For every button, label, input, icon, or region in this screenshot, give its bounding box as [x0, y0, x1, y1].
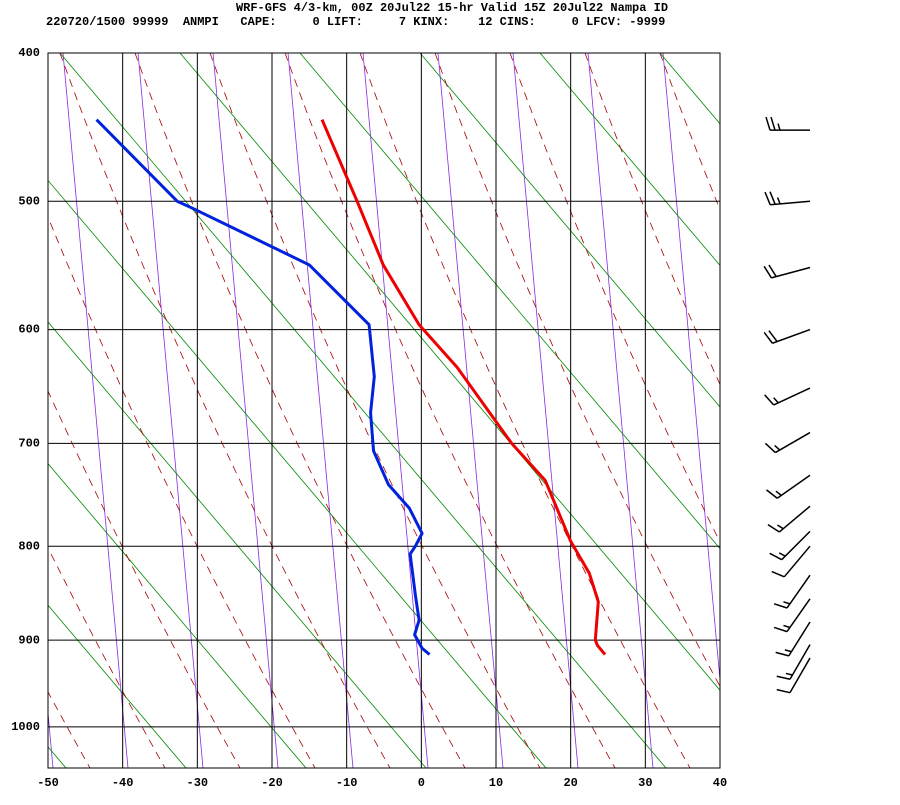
moist-adiabat [48, 547, 166, 768]
wind-barb [767, 505, 811, 533]
isotherm-line [662, 53, 720, 685]
moist-adiabat [509, 53, 720, 543]
x-tick-label: 20 [563, 776, 577, 790]
x-tick-label: -50 [37, 776, 59, 790]
moist-adiabat [659, 53, 720, 211]
moist-adiabat [284, 53, 616, 768]
isotherm-line [137, 53, 204, 768]
moist-adiabat [209, 53, 541, 768]
moist-adiabat [48, 691, 91, 768]
wind-barb [769, 530, 811, 561]
wind-barb [765, 116, 810, 131]
chart-subtitle: 220720/1500 99999 ANMPI CAPE: 0 LIFT: 7 … [46, 15, 665, 29]
wind-barb [766, 474, 811, 499]
dry-adiabat [59, 53, 667, 768]
y-tick-label: 800 [18, 539, 40, 553]
isotherm-line [287, 53, 354, 768]
dry-adiabat [419, 53, 720, 408]
x-tick-label: -40 [112, 776, 134, 790]
y-tick-label: 500 [18, 194, 40, 208]
dry-adiabat [48, 321, 427, 768]
dry-adiabat [299, 53, 720, 550]
y-tick-label: 400 [18, 46, 40, 60]
y-tick-label: 700 [18, 437, 40, 451]
isotherm-line [587, 53, 654, 768]
dry-adiabat [48, 604, 187, 768]
isotherm-line [512, 53, 579, 768]
isotherm-line [362, 53, 429, 768]
x-tick-label: -20 [261, 776, 283, 790]
sounding-line [95, 118, 431, 656]
moist-adiabat [48, 390, 241, 768]
wind-barb [764, 387, 811, 406]
x-tick-label: 40 [713, 776, 727, 790]
moist-adiabat [584, 53, 720, 386]
x-tick-label: -10 [336, 776, 358, 790]
isotherm-line [437, 53, 504, 768]
dry-adiabat [539, 53, 720, 267]
moist-adiabat [134, 53, 466, 768]
y-tick-label: 600 [18, 323, 40, 337]
isotherm-line [48, 708, 54, 768]
wind-barb [764, 191, 811, 206]
moist-adiabat [48, 215, 316, 768]
wind-barb [773, 574, 811, 609]
wind-barb [773, 598, 811, 633]
sounding-line [320, 119, 607, 656]
dry-adiabat [48, 463, 307, 768]
x-tick-label: 0 [418, 776, 425, 790]
x-tick-label: 10 [489, 776, 503, 790]
wind-barb [763, 328, 811, 344]
isotherm-line [212, 53, 279, 768]
wind-barb [763, 264, 811, 279]
y-tick-label: 1000 [11, 720, 40, 734]
isotherm-line [738, 53, 803, 768]
moist-adiabat [0, 53, 15, 768]
moist-adiabat [434, 53, 720, 688]
wind-barb [775, 621, 811, 657]
isotherm-line [813, 53, 878, 768]
plot-frame [47, 52, 721, 769]
dry-adiabat [780, 53, 900, 768]
wind-barb [771, 545, 811, 578]
x-tick-label: 30 [638, 776, 652, 790]
dry-adiabat [48, 746, 67, 768]
wind-barb [776, 644, 811, 681]
dry-adiabat [48, 179, 547, 768]
isotherm-line [62, 53, 129, 768]
x-tick-label: -30 [187, 776, 209, 790]
y-tick-label: 900 [18, 633, 40, 647]
wind-barb [776, 657, 811, 694]
dry-adiabat [659, 53, 720, 125]
moist-adiabat [735, 53, 900, 768]
dry-adiabat [179, 53, 720, 691]
chart-title: WRF-GFS 4/3-km, 00Z 20Jul22 15-hr Valid … [236, 1, 668, 15]
wind-barb [764, 431, 811, 454]
moist-adiabat [359, 53, 691, 768]
reference-lines [0, 53, 900, 768]
